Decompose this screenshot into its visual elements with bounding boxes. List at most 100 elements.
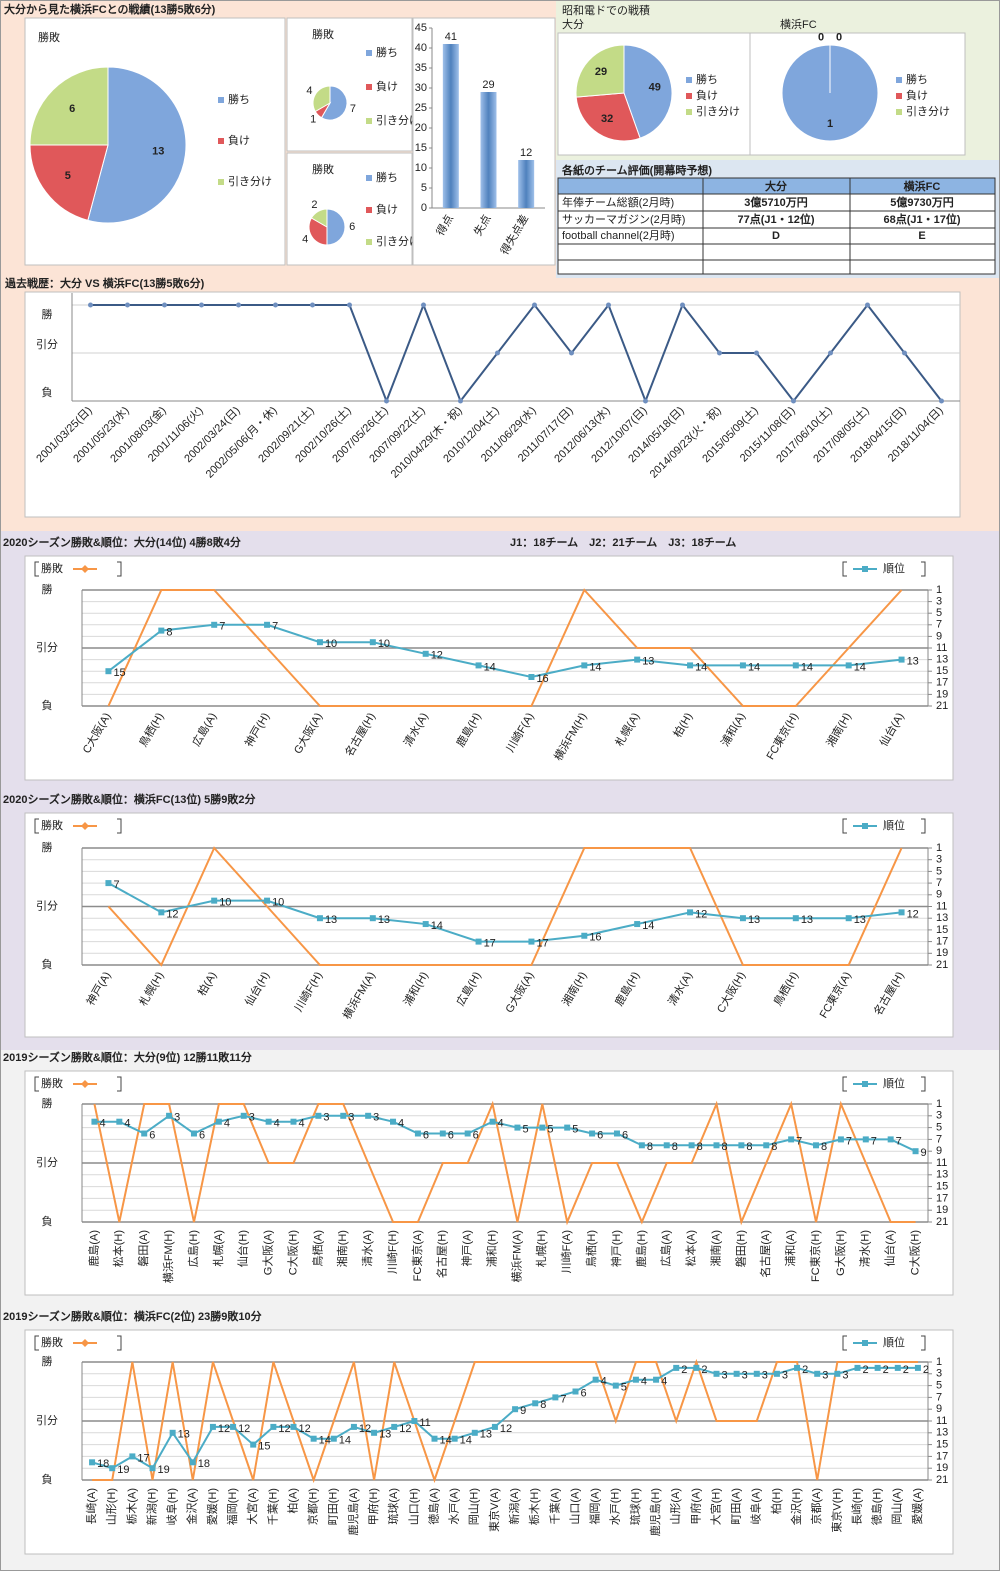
y-tick-label: 35 <box>415 62 427 74</box>
x-tick-label: 徳島(A) <box>426 1488 440 1525</box>
y2-tick-label: 19 <box>936 1462 948 1474</box>
x-tick-label: 東京V(A) <box>487 1488 501 1532</box>
point <box>491 1423 498 1430</box>
y2-tick-label: 7 <box>936 1133 942 1145</box>
data-label: 4 <box>299 1118 305 1130</box>
x-tick-label: 町田(A) <box>731 1488 743 1525</box>
legend-label: 引き分け <box>696 104 740 118</box>
y2-tick-label: 5 <box>936 1122 942 1134</box>
point <box>290 1118 297 1125</box>
x-tick-label: 福岡(H) <box>225 1488 239 1525</box>
y2-tick-label: 3 <box>936 596 942 608</box>
data-label: 6 <box>149 1129 155 1141</box>
point <box>316 915 323 922</box>
point <box>845 915 852 922</box>
data-label: 41 <box>445 31 457 43</box>
point <box>369 639 376 646</box>
point <box>105 668 112 675</box>
y-tick-label: 引分 <box>36 898 58 912</box>
data-label: 4 <box>306 85 312 97</box>
x-tick-label: 湘南(H) <box>335 1230 349 1267</box>
point <box>528 938 535 945</box>
pie-slice <box>320 85 348 121</box>
data-label: 8 <box>166 627 172 639</box>
data-label: 4 <box>274 1118 280 1130</box>
data-label: 14 <box>484 661 496 673</box>
point <box>592 1376 599 1383</box>
data-label: 14 <box>748 661 760 673</box>
data-label: 10 <box>219 897 231 909</box>
data-label: 10 <box>325 638 337 650</box>
legend-swatch <box>686 77 692 83</box>
y2-tick-label: 15 <box>936 1181 948 1193</box>
x-tick-label: 町田(H) <box>328 1488 340 1525</box>
data-label: 1 <box>827 118 833 130</box>
point <box>458 398 463 404</box>
data-label: 5 <box>572 1124 578 1136</box>
x-tick-label: G大阪(H) <box>833 1230 847 1276</box>
point <box>190 1130 197 1137</box>
chart-box <box>24 291 961 518</box>
data-label: 14 <box>319 1435 331 1447</box>
point <box>898 656 905 663</box>
y-tick-label: 引分 <box>36 337 58 351</box>
table-header: 横浜FC <box>904 179 941 193</box>
data-label: 8 <box>647 1141 653 1153</box>
point <box>887 1136 894 1143</box>
y-tick-label: 40 <box>415 42 427 54</box>
y2-tick-label: 15 <box>936 1439 948 1451</box>
point <box>754 350 759 356</box>
legend-label: 勝敗 <box>41 1076 63 1090</box>
point <box>431 1435 438 1442</box>
x-tick-label: 札幌(A) <box>211 1230 225 1267</box>
y2-tick-label: 21 <box>936 700 948 712</box>
point <box>632 1376 639 1383</box>
data-label: 8 <box>771 1141 777 1153</box>
data-label: 13 <box>152 146 164 158</box>
point <box>813 1142 820 1149</box>
point <box>687 909 694 916</box>
point <box>390 1118 397 1125</box>
point <box>109 1465 116 1472</box>
data-label: 1 <box>310 114 316 126</box>
x-tick-label: 山形(A) <box>669 1488 682 1525</box>
legend-label: 負け <box>228 134 250 147</box>
point <box>273 302 278 308</box>
data-label: 14 <box>460 1435 472 1447</box>
x-tick-label: FC東京(H) <box>808 1230 822 1282</box>
point <box>347 302 352 308</box>
data-label: 6 <box>349 221 355 233</box>
data-label: 12 <box>500 1423 512 1435</box>
point <box>199 302 204 308</box>
point <box>215 1118 222 1125</box>
legend-bracket <box>117 1076 122 1092</box>
y2-tick-label: 3 <box>936 854 942 866</box>
data-label: 19 <box>117 1464 129 1476</box>
x-tick-label: 京都(A) <box>809 1488 823 1525</box>
data-label: 3 <box>782 1370 788 1382</box>
legend-label: 勝ち <box>376 45 398 59</box>
point <box>733 1370 740 1377</box>
legend-bracket <box>117 561 122 577</box>
x-tick-label: 松本(A) <box>684 1230 698 1267</box>
data-label: 8 <box>746 1141 752 1153</box>
chart-box <box>286 152 413 266</box>
point <box>814 1370 821 1377</box>
y2-tick-label: 1 <box>936 842 942 854</box>
table: 大分 横浜FC 年俸チーム総額(2月時) 3億5710万円 5億9730万円 サ… <box>557 177 996 275</box>
data-label: 4 <box>224 1118 230 1130</box>
pie-slice <box>575 44 625 98</box>
x-tick-label: 仙台(H) <box>236 1230 250 1267</box>
point <box>236 302 241 308</box>
point <box>211 621 218 628</box>
data-label: 17 <box>484 938 496 950</box>
data-label: 2 <box>903 1364 909 1376</box>
point <box>788 1136 795 1143</box>
point <box>688 1142 695 1149</box>
x-tick-label: 水戸(H) <box>609 1488 622 1525</box>
point <box>874 1364 881 1371</box>
y-tick-label: 負 <box>42 699 53 712</box>
point <box>693 1364 700 1371</box>
data-label: 3 <box>174 1112 180 1124</box>
data-label: 14 <box>695 661 707 673</box>
